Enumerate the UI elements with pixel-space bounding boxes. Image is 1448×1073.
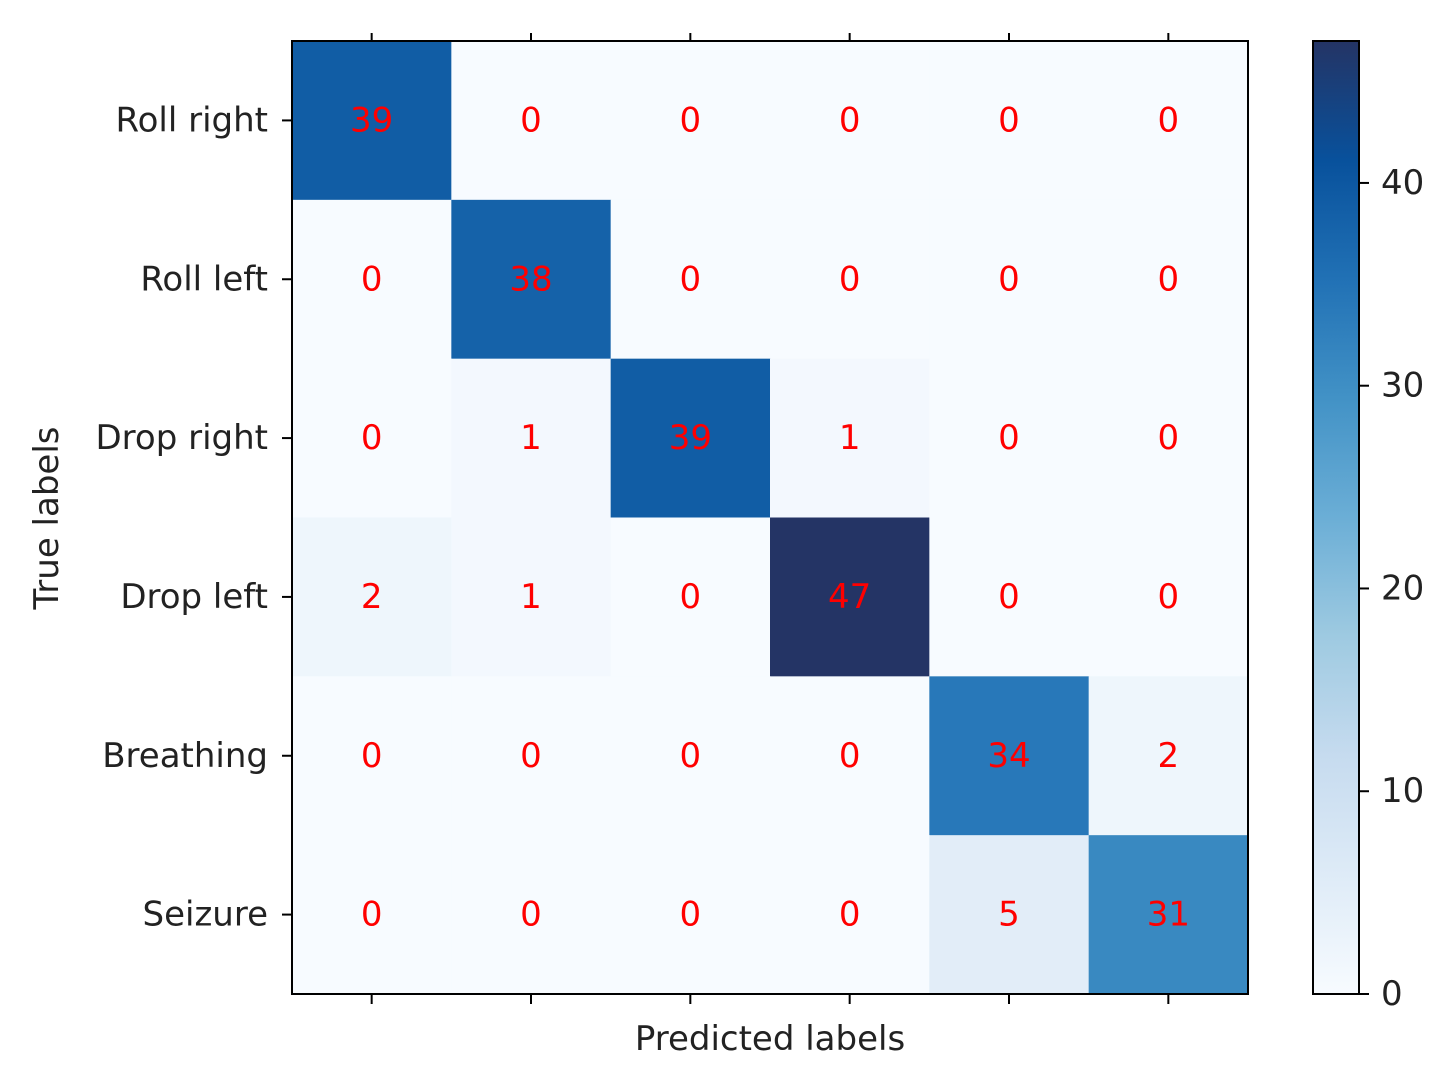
- heatmap-cell: [770, 517, 930, 677]
- heatmap-cell: [451, 358, 612, 518]
- heatmap-cell: [929, 358, 1090, 518]
- y-axis-ticks: Roll right Roll left Drop right Drop left Br…: [96, 100, 292, 935]
- cell-value-label: 0: [520, 895, 542, 935]
- cell-value-label: 39: [350, 100, 393, 140]
- heatmap-cell: [610, 676, 771, 836]
- cell-value-label: 0: [361, 736, 383, 776]
- cell-value-label: 0: [680, 259, 702, 299]
- cell-value-label: 0: [1158, 259, 1180, 299]
- plot-frame: [291, 40, 1249, 995]
- cell-value-label: 47: [828, 577, 871, 617]
- heatmap-cell: [929, 517, 1090, 677]
- cell-value-label: 0: [361, 418, 383, 458]
- heatmap-cell: [1088, 358, 1249, 518]
- colorbar: 0 10 20 30 40: [1312, 40, 1424, 1014]
- cell-value-label: 0: [1158, 100, 1180, 140]
- cell-value-label: 0: [680, 736, 702, 776]
- heatmap-cell: [929, 41, 1090, 201]
- cell-value-label: 0: [520, 736, 542, 776]
- heatmap-cell: [451, 517, 612, 677]
- cell-value-label: 38: [509, 259, 552, 299]
- heatmap-cell: [292, 517, 452, 677]
- y-tick-label: Seizure: [143, 895, 269, 935]
- heatmap-cell: [1088, 676, 1249, 836]
- heatmap-cell: [1088, 41, 1249, 201]
- heatmap-cell: [770, 41, 930, 201]
- cell-value-label: 0: [998, 418, 1020, 458]
- cell-value-label: 0: [998, 100, 1020, 140]
- cell-value-label: 1: [520, 418, 542, 458]
- y-tick-label: Breathing: [102, 736, 268, 776]
- heatmap-cell: [610, 41, 771, 201]
- heatmap-cell: [770, 358, 930, 518]
- cell-value-label: 0: [361, 895, 383, 935]
- cell-value-label: 0: [839, 736, 861, 776]
- colorbar-ticks: 0 10 20 30 40: [1359, 163, 1424, 1014]
- heatmap-cell: [451, 41, 612, 201]
- cell-value-label: 34: [987, 736, 1030, 776]
- colorbar-tick-label: 10: [1381, 771, 1424, 811]
- heatmap-cell: [770, 835, 930, 995]
- cell-value-label: 0: [361, 259, 383, 299]
- heatmap-cell: [451, 676, 612, 836]
- cell-value-label: 0: [839, 895, 861, 935]
- heatmap-cell: [292, 41, 452, 201]
- cell-value-label: 0: [839, 100, 861, 140]
- colorbar-tick-label: 40: [1381, 163, 1424, 203]
- heatmap-cell: [1088, 517, 1249, 677]
- cell-value-label: 1: [839, 418, 861, 458]
- cell-value-label: 39: [669, 418, 712, 458]
- x-axis-ticks: [370, 33, 1170, 1004]
- heatmap-cell: [929, 199, 1090, 360]
- colorbar-gradient: [1312, 40, 1360, 995]
- cell-value-label: 2: [361, 577, 383, 617]
- cell-value-label: 5: [998, 895, 1020, 935]
- y-tick-label: Drop left: [120, 577, 268, 617]
- heatmap-cell: [929, 835, 1090, 995]
- cell-value-label: 2: [1158, 736, 1180, 776]
- heatmap-cell: [1088, 835, 1249, 995]
- y-axis-title: True labels: [27, 427, 67, 611]
- heatmap-cell: [610, 358, 771, 518]
- cell-value-label: 0: [680, 895, 702, 935]
- colorbar-tick-label: 30: [1381, 366, 1424, 406]
- cell-value-label: 0: [520, 100, 542, 140]
- heatmap-cell: [1088, 199, 1249, 360]
- cell-value-label: 0: [1158, 418, 1180, 458]
- heatmap-cell: [292, 199, 452, 360]
- cell-value-label: 0: [680, 577, 702, 617]
- heatmap-cell: [610, 835, 771, 995]
- cell-value-label: 0: [1158, 577, 1180, 617]
- cell-value-label: 0: [998, 577, 1020, 617]
- heatmap-cell: [770, 676, 930, 836]
- cell-value-label: 31: [1147, 895, 1190, 935]
- y-tick-label: Drop right: [96, 418, 269, 458]
- cell-value-label: 0: [680, 100, 702, 140]
- colorbar-tick-label: 0: [1381, 974, 1403, 1014]
- heatmap-cell: [292, 676, 452, 836]
- cell-value-label: 0: [998, 259, 1020, 299]
- heatmap-cell: [610, 199, 771, 360]
- cell-value-labels: 39 0 0 0 0 0 0 38 0 0 0 0 0 1 39 1 0 0 2 1 0 47 0 0 0 0 0 0 34 2 0 0 0 0 5…: [350, 100, 1190, 934]
- heatmap-cell: [292, 835, 452, 995]
- heatmap-cell: [292, 358, 452, 518]
- heatmap-cell: [451, 199, 612, 360]
- heatmap-cell: [929, 676, 1090, 836]
- heatmap-cell: [451, 835, 612, 995]
- y-tick-label: Roll left: [140, 259, 268, 299]
- cell-value-label: 0: [839, 259, 861, 299]
- heatmap-cell: [610, 517, 771, 677]
- x-axis-title: Predicted labels: [635, 1019, 905, 1059]
- y-tick-label: Roll right: [116, 100, 269, 140]
- cell-value-label: 1: [520, 577, 542, 617]
- heatmap-cell: [770, 199, 930, 360]
- colorbar-tick-label: 20: [1381, 568, 1424, 608]
- heatmap-cells: [292, 41, 1249, 995]
